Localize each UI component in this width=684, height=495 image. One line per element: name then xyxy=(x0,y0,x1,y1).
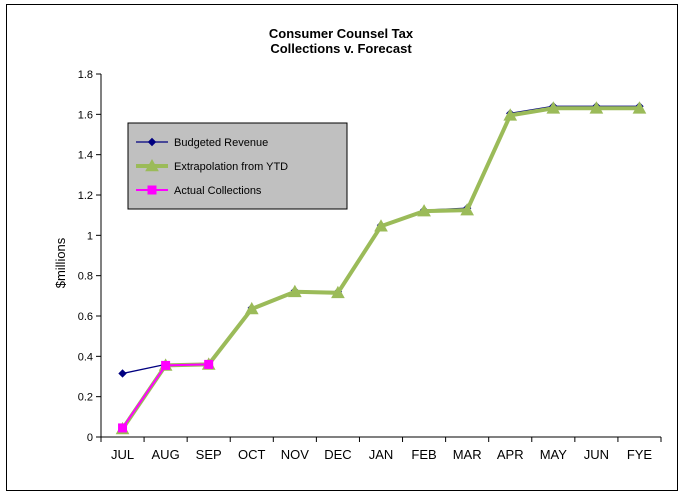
extrapolation-from-ytd-point xyxy=(503,108,518,121)
legend-label-actual-collections: Actual Collections xyxy=(174,185,262,197)
x-tick-label: NOV xyxy=(281,447,310,462)
y-tick-label: 1.2 xyxy=(78,190,93,202)
x-tick-label: JUL xyxy=(111,447,134,462)
extrapolation-from-ytd-point xyxy=(374,219,388,232)
actual-collections-point xyxy=(118,423,128,433)
legend-marker-actual-collections xyxy=(147,185,157,195)
chart-frame: Consumer Counsel Tax Collections v. Fore… xyxy=(6,4,678,491)
extrapolation-from-ytd-point xyxy=(460,203,475,216)
y-tick-label: 1.4 xyxy=(78,150,93,162)
x-tick-label: MAY xyxy=(540,447,568,462)
x-tick-label: APR xyxy=(497,447,524,462)
x-tick-label: DEC xyxy=(324,447,351,462)
x-tick-label: FYE xyxy=(627,447,653,462)
y-tick-label: 1.8 xyxy=(78,69,93,81)
x-tick-label: JUN xyxy=(584,447,609,462)
line-chart: Consumer Counsel Tax Collections v. Fore… xyxy=(53,26,662,462)
y-tick-label: 0.4 xyxy=(78,351,93,363)
extrapolation-from-ytd-point xyxy=(244,301,259,315)
extrapolation-from-ytd-point xyxy=(546,101,561,114)
chart-title-line-2: Collections v. Forecast xyxy=(270,41,412,56)
series-actual-collections xyxy=(118,359,214,433)
x-tick-label: FEB xyxy=(411,447,436,462)
x-tick-label: MAR xyxy=(453,447,482,462)
extrapolation-from-ytd-point xyxy=(287,284,302,298)
series-layer xyxy=(115,101,647,435)
axes: 0 0.2 0.4 0.6 0.8 1 1.2 1.4 1.6 1.8 JUL AUG SEP OCT NO… xyxy=(78,69,662,462)
legend-marker-extrapolation-from-ytd xyxy=(145,158,159,172)
y-tick-label: 1.6 xyxy=(78,109,93,121)
x-tick-label: SEP xyxy=(196,447,222,462)
actual-collections-point xyxy=(204,359,214,369)
extrapolation-from-ytd-point xyxy=(589,101,604,114)
x-tick-label: JAN xyxy=(369,447,394,462)
y-axis-label: $millions xyxy=(53,237,68,288)
legend-label-extrapolation-from-ytd: Extrapolation from YTD xyxy=(174,161,288,173)
y-tick-label: 0 xyxy=(87,432,93,444)
extrapolation-from-ytd-point xyxy=(417,204,431,217)
legend: Budgeted Revenue Extrapolation from YTD Ac… xyxy=(127,122,348,210)
legend-label-budgeted-revenue: Budgeted Revenue xyxy=(174,137,268,149)
y-tick-label: 0.2 xyxy=(78,392,93,404)
budgeted-revenue-point xyxy=(118,369,127,378)
extrapolation-from-ytd-point xyxy=(331,285,345,299)
y-tick-label: 0.8 xyxy=(78,271,93,283)
actual-collections-line xyxy=(121,363,209,429)
y-tick-label: 0.6 xyxy=(78,311,93,323)
x-tick-label: AUG xyxy=(152,447,180,462)
y-tick-label: 1 xyxy=(87,230,93,242)
legend-marker-budgeted-revenue xyxy=(147,137,157,147)
chart-title-line-1: Consumer Counsel Tax xyxy=(269,26,414,41)
extrapolation-from-ytd-point xyxy=(632,101,647,114)
x-tick-label: OCT xyxy=(238,447,266,462)
actual-collections-point xyxy=(161,360,171,370)
